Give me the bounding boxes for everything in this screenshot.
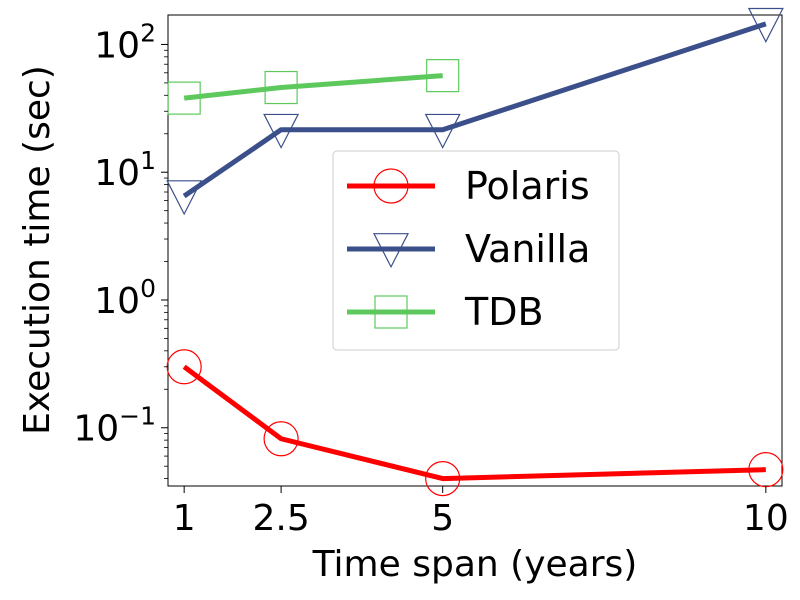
data-point-polaris [425, 460, 461, 497]
y-tick-label: 101 [94, 146, 156, 194]
data-point-vanilla [424, 113, 461, 149]
legend: Polaris Vanilla TDB [332, 150, 620, 351]
x-tick-label: 10 [743, 498, 789, 539]
data-point-tdb [167, 81, 201, 115]
plot-area [167, 14, 783, 487]
data-point-vanilla [263, 113, 300, 149]
x-tick-label: 1 [173, 498, 196, 539]
series-layer [166, 7, 784, 497]
legend-marker-vanilla [373, 233, 409, 269]
series-polaris [166, 349, 784, 497]
x-tick-label: 2.5 [252, 498, 309, 539]
legend-frame [332, 150, 620, 351]
data-point-tdb [264, 70, 298, 105]
y-axis-label: Execution time (sec) [17, 65, 58, 435]
series-line-vanilla [182, 21, 767, 199]
y-tick-label: 10−1 [73, 402, 156, 450]
x-tick-label: 5 [431, 498, 454, 539]
data-point-vanilla [166, 180, 203, 216]
series-line-tdb [183, 73, 443, 101]
series-line-polaris [182, 364, 766, 482]
legend-label-tdb: TDB [464, 290, 544, 334]
series-tdb [167, 59, 460, 115]
x-axis-label: Time span (years) [312, 544, 638, 585]
data-point-tdb [426, 59, 460, 93]
data-point-vanilla [747, 7, 784, 43]
y-tick-label: 102 [94, 18, 156, 66]
legend-marker-polaris [373, 168, 409, 204]
x-axis-ticks: 1 2.5 5 10 [173, 486, 789, 539]
y-axis-ticks: 10−1 100 101 102 [73, 18, 168, 479]
legend-label-vanilla: Vanilla [465, 227, 590, 271]
series-vanilla [166, 7, 784, 216]
legend-marker-tdb [374, 295, 408, 329]
y-tick-label: 100 [94, 274, 156, 322]
data-point-polaris [263, 421, 299, 457]
legend-label-polaris: Polaris [465, 164, 590, 208]
